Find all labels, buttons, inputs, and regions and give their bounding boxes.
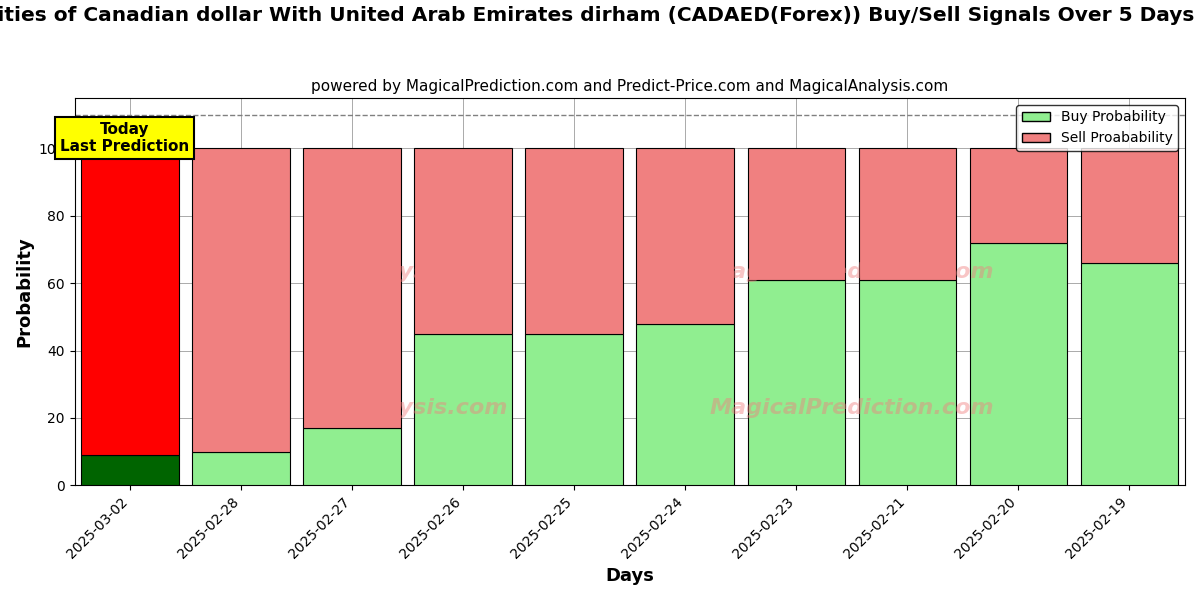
Bar	[414, 334, 512, 485]
Bar	[304, 148, 401, 428]
Bar	[1081, 148, 1178, 263]
Bar	[970, 148, 1067, 243]
Bar	[304, 428, 401, 485]
Bar	[748, 280, 845, 485]
Bar	[82, 148, 179, 455]
Bar	[1081, 263, 1178, 485]
Bar	[526, 148, 623, 334]
Legend: Buy Probability, Sell Proabability: Buy Probability, Sell Proabability	[1016, 105, 1178, 151]
Text: MagicalPrediction.com: MagicalPrediction.com	[709, 398, 994, 418]
Bar	[414, 148, 512, 334]
Text: MagicalPrediction.com: MagicalPrediction.com	[709, 262, 994, 282]
Text: calAnalysis.com: calAnalysis.com	[307, 398, 508, 418]
Bar	[858, 148, 956, 280]
Bar	[192, 452, 290, 485]
Bar	[636, 148, 734, 323]
Bar	[526, 334, 623, 485]
Bar	[636, 323, 734, 485]
Text: Today
Last Prediction: Today Last Prediction	[60, 122, 190, 154]
X-axis label: Days: Days	[605, 567, 654, 585]
Y-axis label: Probability: Probability	[16, 236, 34, 347]
Bar	[748, 148, 845, 280]
Title: powered by MagicalPrediction.com and Predict-Price.com and MagicalAnalysis.com: powered by MagicalPrediction.com and Pre…	[311, 79, 948, 94]
Bar	[82, 455, 179, 485]
Bar	[858, 280, 956, 485]
Bar	[970, 243, 1067, 485]
Text: calAnalysis.com: calAnalysis.com	[307, 262, 508, 282]
Bar	[192, 148, 290, 452]
Text: Probabilities of Canadian dollar With United Arab Emirates dirham (CADAED(Forex): Probabilities of Canadian dollar With Un…	[0, 6, 1200, 25]
